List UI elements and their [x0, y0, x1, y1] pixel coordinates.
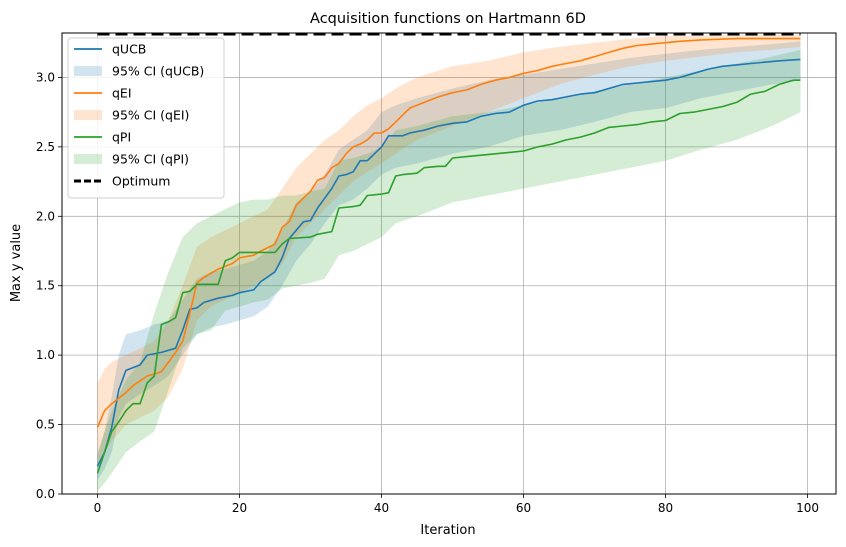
series-line-qpi	[96, 79, 801, 474]
y-tick-label: 3.0	[36, 70, 55, 84]
x-tick-label: 40	[374, 501, 389, 515]
y-tick-label: 0.0	[36, 487, 55, 501]
x-tick-label: 80	[658, 501, 673, 515]
ci-band-qucb	[97, 41, 801, 481]
legend-label-optimum: Optimum	[112, 174, 170, 189]
legend-label-ci-qucb: 95% CI (qUCB)	[112, 64, 204, 79]
plot-frame	[61, 32, 837, 495]
legend-label-ci-qpi: 95% CI (qPI)	[112, 152, 189, 167]
legend-swatch-ci-qei	[74, 110, 102, 120]
legend-label-qei: qEI	[112, 86, 132, 101]
legend-swatch-ci-qpi	[74, 154, 102, 164]
axes: 0 20 40 60 80 100 0.0 0.5 1.0 1.5 2.0 2.5 3.0	[36, 70, 819, 515]
y-tick-label: 0.5	[36, 418, 55, 432]
x-tick-label: 60	[516, 501, 531, 515]
y-tick-label: 2.5	[36, 140, 55, 154]
y-axis-label: Max y value	[9, 224, 24, 302]
y-tick-label: 1.5	[36, 279, 55, 293]
ci-band-qpi	[97, 49, 801, 492]
chart-title: Acquisition functions on Hartmann 6D	[310, 11, 586, 27]
y-tick-label: 2.0	[36, 209, 55, 223]
legend-swatch-ci-qucb	[74, 66, 102, 76]
x-tick-label: 100	[796, 501, 819, 515]
legend: qUCB 95% CI (qUCB) qEI 95% CI (qEI) qPI 95% C…	[67, 37, 225, 199]
x-tick-label: 20	[232, 501, 247, 515]
legend-box	[67, 37, 225, 199]
x-tick-label: 0	[94, 501, 102, 515]
series-line-qei	[96, 37, 801, 428]
x-axis-label: Iteration	[420, 523, 475, 538]
series-line-qucb	[96, 58, 801, 467]
ci-band-qei	[97, 34, 801, 467]
plot-area	[96, 33, 801, 492]
legend-label-ci-qei: 95% CI (qEI)	[112, 108, 189, 123]
legend-label-qpi: qPI	[112, 130, 131, 145]
legend-label-qucb: qUCB	[112, 42, 146, 57]
y-tick-label: 1.0	[36, 348, 55, 362]
